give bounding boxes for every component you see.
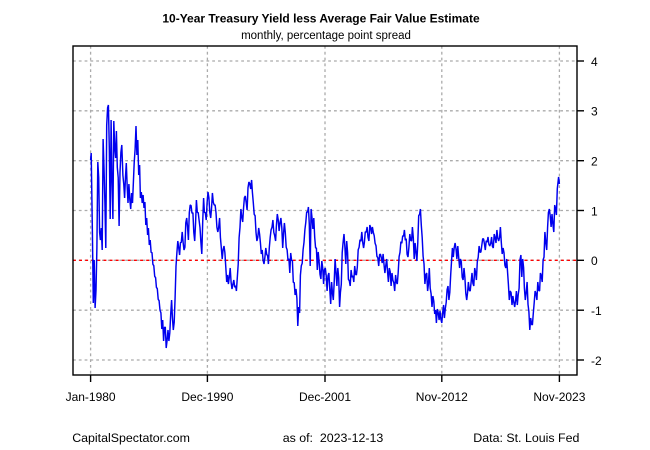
svg-text:0: 0 <box>591 254 598 268</box>
svg-text:1: 1 <box>591 204 598 218</box>
svg-text:-2: -2 <box>591 354 602 368</box>
svg-text:Dec-2001: Dec-2001 <box>299 390 351 404</box>
svg-text:-1: -1 <box>591 304 602 318</box>
svg-text:Data: St. Louis Fed: Data: St. Louis Fed <box>473 431 579 445</box>
svg-text:2: 2 <box>591 155 598 169</box>
svg-text:CapitalSpectator.com: CapitalSpectator.com <box>72 431 190 445</box>
svg-text:Nov-2023: Nov-2023 <box>533 390 585 404</box>
svg-text:Dec-1990: Dec-1990 <box>181 390 233 404</box>
svg-text:monthly, percentage point spre: monthly, percentage point spread <box>241 30 411 42</box>
svg-text:Jan-1980: Jan-1980 <box>66 390 116 404</box>
svg-text:Nov-2012: Nov-2012 <box>416 390 468 404</box>
svg-text:3: 3 <box>591 105 598 119</box>
svg-text:as of: 2023-12-13: as of: 2023-12-13 <box>283 431 384 445</box>
svg-text:10-Year Treasury Yield less Av: 10-Year Treasury Yield less Average Fair… <box>162 12 480 26</box>
svg-text:4: 4 <box>591 55 598 69</box>
